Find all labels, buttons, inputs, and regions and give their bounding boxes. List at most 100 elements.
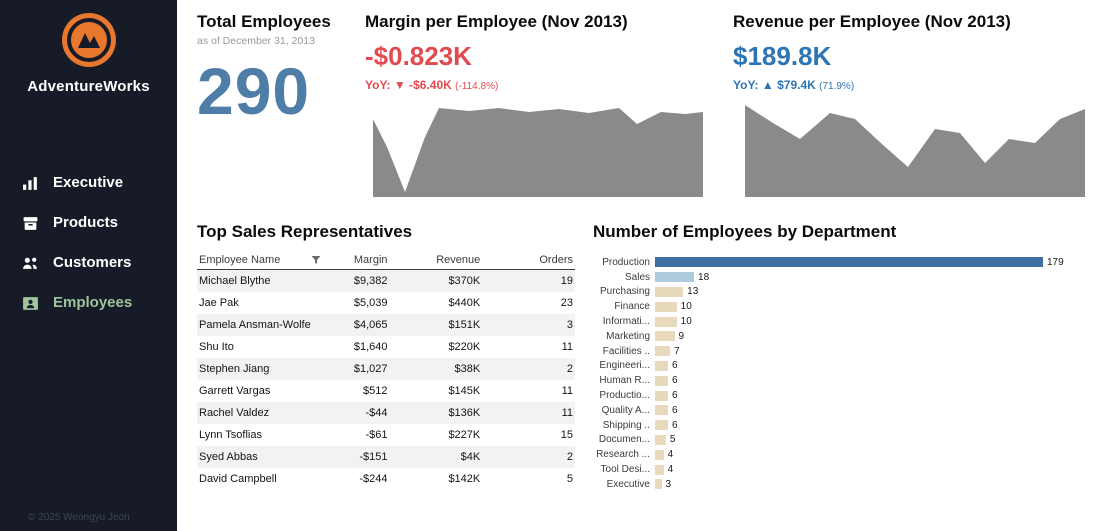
- department-value: 13: [687, 286, 699, 298]
- table-row[interactable]: Michael Blythe $9,382 $370K 19: [197, 269, 575, 292]
- employee-name-cell: Garrett Vargas: [199, 385, 271, 397]
- revenue-cell: $220K: [448, 341, 481, 353]
- logo-container: [0, 12, 177, 68]
- orders-cell: 11: [561, 385, 573, 397]
- margin-cell: $512: [363, 385, 388, 397]
- adventureworks-logo-icon: [61, 13, 116, 67]
- margin-cell: $1,640: [353, 341, 388, 353]
- orders-cell: 2: [566, 451, 573, 463]
- column-header-employee-name[interactable]: Employee Name: [197, 251, 323, 270]
- revenue-sparkline: [745, 105, 1085, 197]
- table-row[interactable]: David Campbell -$244 $142K 5: [197, 468, 575, 490]
- department-bar[interactable]: [655, 257, 1043, 268]
- table-row[interactable]: Shu Ito $1,640 $220K 11: [197, 336, 575, 358]
- bar-row: Finance 10: [593, 299, 1093, 314]
- margin-per-employee-card: Margin per Employee (Nov 2013) -$0.823K …: [365, 12, 705, 197]
- employee-name-cell: Shu Ito: [199, 341, 234, 353]
- revenue-yoy-pct: (71.9%): [819, 81, 855, 92]
- margin-cell: $1,027: [353, 363, 388, 375]
- revenue-yoy-text: YoY: ▲ $79.4K: [733, 78, 816, 92]
- margin-cell: $9,382: [353, 275, 388, 287]
- bar-row: Informati... 10: [593, 314, 1093, 329]
- bar-row: Human R... 6: [593, 373, 1093, 388]
- department-value: 6: [672, 375, 678, 387]
- department-label: Shipping ..: [602, 419, 650, 431]
- department-bar[interactable]: [655, 390, 668, 401]
- department-bar[interactable]: [655, 316, 677, 327]
- department-bar[interactable]: [655, 449, 664, 460]
- table-row[interactable]: Syed Abbas -$151 $4K 2: [197, 446, 575, 468]
- department-value: 6: [672, 404, 678, 416]
- bar-row: Shipping .. 6: [593, 418, 1093, 433]
- department-bar[interactable]: [655, 346, 671, 357]
- column-header-margin[interactable]: Margin: [323, 251, 390, 270]
- margin-cell: -$244: [359, 473, 388, 485]
- column-header-revenue[interactable]: Revenue: [389, 251, 483, 270]
- table-header-row: Employee Name Margin Revenue Orders: [197, 251, 575, 270]
- department-value: 7: [674, 345, 680, 357]
- orders-cell: 11: [561, 341, 573, 353]
- sidebar: AdventureWorks Executive Products Custom…: [0, 0, 177, 531]
- orders-cell: 15: [560, 429, 573, 441]
- margin-cell: -$151: [359, 451, 388, 463]
- margin-yoy-text: YoY: ▼ -$6.40K: [365, 78, 452, 92]
- department-value: 5: [669, 434, 676, 446]
- sidebar-item-employees[interactable]: Employees: [0, 283, 177, 323]
- department-bar[interactable]: [655, 479, 662, 490]
- table-row[interactable]: Lynn Tsoflias -$61 $227K 15: [197, 424, 575, 446]
- department-label: Marketing: [606, 330, 650, 342]
- department-value: 179: [1047, 256, 1064, 268]
- bar-row: Quality A... 6: [593, 403, 1093, 418]
- revenue-cell: $142K: [448, 473, 481, 485]
- department-bar[interactable]: [655, 331, 675, 342]
- department-bar[interactable]: [655, 434, 666, 445]
- department-bar[interactable]: [655, 464, 664, 475]
- table-row[interactable]: Garrett Vargas $512 $145K 11: [197, 380, 575, 402]
- sidebar-item-executive[interactable]: Executive: [0, 163, 177, 203]
- table-row[interactable]: Stephen Jiang $1,027 $38K 2: [197, 358, 575, 380]
- filter-icon[interactable]: [311, 255, 321, 265]
- margin-yoy-pct: (-114.8%): [455, 81, 499, 92]
- employees-by-department-title: Number of Employees by Department: [593, 222, 897, 241]
- revenue-cell: $136K: [448, 407, 481, 419]
- department-bar[interactable]: [655, 272, 695, 283]
- employee-name-cell: Michael Blythe: [199, 275, 271, 287]
- sidebar-item-customers[interactable]: Customers: [0, 243, 177, 283]
- department-value: 6: [672, 360, 678, 372]
- department-label: Finance: [614, 301, 650, 313]
- revenue-value: $189.8K: [733, 41, 832, 71]
- copyright: © 2025 Weongyu Jeon: [28, 512, 130, 523]
- department-label: Tool Desi...: [600, 464, 650, 476]
- sidebar-item-products[interactable]: Products: [0, 203, 177, 243]
- top-sales-reps-title: Top Sales Representatives: [197, 222, 413, 241]
- revenue-title: Revenue per Employee (Nov 2013): [733, 12, 1011, 31]
- margin-title: Margin per Employee (Nov 2013): [365, 12, 628, 31]
- box-icon: [23, 216, 38, 230]
- top-sales-reps-panel: Top Sales Representatives Employee Name: [197, 222, 575, 490]
- column-header-orders[interactable]: Orders: [482, 251, 575, 270]
- department-value: 4: [667, 464, 674, 476]
- table-row[interactable]: Jae Pak $5,039 $440K 23: [197, 292, 575, 314]
- department-bar[interactable]: [655, 360, 668, 371]
- department-bar[interactable]: [655, 420, 668, 431]
- total-employees-title: Total Employees: [197, 12, 331, 31]
- employee-badge-icon: [23, 296, 38, 310]
- department-bar[interactable]: [655, 405, 668, 416]
- department-value: 3: [665, 478, 672, 490]
- revenue-yoy: YoY: ▲ $79.4K (71.9%): [733, 78, 1085, 92]
- bar-row: Engineeri... 6: [593, 359, 1093, 374]
- department-label: Production: [602, 256, 650, 268]
- department-label: Documen...: [598, 434, 650, 446]
- employee-name-cell: David Campbell: [199, 473, 277, 485]
- people-icon: [23, 257, 37, 269]
- orders-cell: 11: [561, 407, 573, 419]
- department-bar[interactable]: [655, 301, 677, 312]
- department-bar[interactable]: [655, 286, 684, 297]
- table-row[interactable]: Rachel Valdez -$44 $136K 11: [197, 402, 575, 424]
- department-value: 6: [672, 390, 678, 402]
- table-row[interactable]: Pamela Ansman-Wolfe $4,065 $151K 3: [197, 314, 575, 336]
- department-label: Engineeri...: [599, 360, 650, 372]
- department-bar[interactable]: [655, 375, 668, 386]
- department-label: Productio...: [599, 390, 650, 402]
